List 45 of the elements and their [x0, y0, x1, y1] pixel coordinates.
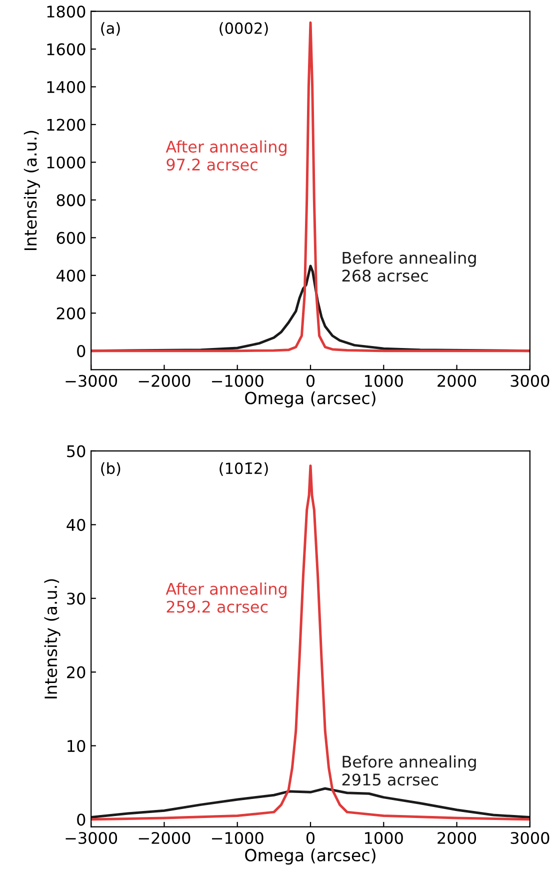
- series-label: After annealing 259.2 acrsec: [166, 582, 286, 613]
- x-tick-label: 3000: [510, 832, 550, 844]
- y-tick-label: 40: [66, 518, 86, 531]
- y-tick-label: 200: [56, 307, 86, 320]
- x-tick-label: 2000: [438, 374, 476, 387]
- y-tick-label: 800: [56, 194, 86, 206]
- series-label: Before annealing 2915 acrsec: [342, 755, 476, 786]
- x-tick-label: −3000: [66, 374, 118, 387]
- annotation: (101̄2): [220, 462, 268, 476]
- line-series: [91, 464, 530, 821]
- x-tick-label: −1000: [212, 374, 264, 387]
- x-tick-label: −1000: [212, 832, 264, 844]
- y-tick-label: 20: [67, 666, 86, 678]
- line-series: [91, 787, 530, 818]
- y-tick-label: 1400: [47, 81, 86, 94]
- y-axis-title: Intensity (a.u.): [44, 579, 60, 698]
- x-tick-label: 0: [306, 374, 315, 387]
- y-axis-title: Intensity (a.u.): [24, 130, 40, 250]
- annotation: (b): [101, 462, 120, 476]
- x-tick-label: 2000: [438, 832, 476, 844]
- y-tick-label: 0: [77, 814, 86, 826]
- series-label: After annealing 97.2 acrsec: [166, 140, 286, 171]
- x-axis-title: Omega (arcsec): [245, 848, 376, 865]
- y-tick-label: 600: [56, 232, 86, 244]
- x-tick-label: 3000: [510, 374, 550, 387]
- series-label: Before annealing 268 acrsec: [342, 251, 476, 282]
- y-tick-label: 1000: [47, 156, 86, 169]
- x-tick-label: 1000: [365, 374, 403, 387]
- y-tick-label: 0: [77, 345, 86, 358]
- x-axis-title: Omega (arcsec): [245, 391, 376, 408]
- y-tick-label: 400: [56, 270, 86, 282]
- x-tick-label: −2000: [138, 374, 190, 387]
- y-tick-label: 50: [67, 445, 86, 458]
- y-tick-label: 10: [68, 740, 86, 752]
- y-tick-label: 1800: [47, 6, 86, 18]
- annotation: (0002): [220, 22, 268, 36]
- y-tick-label: 1200: [47, 118, 86, 131]
- y-tick-label: 1600: [47, 43, 86, 56]
- annotation: (a): [101, 22, 120, 36]
- x-tick-label: −2000: [138, 832, 190, 844]
- y-tick-label: 30: [67, 592, 86, 605]
- line-series: [91, 21, 530, 352]
- x-tick-label: −3000: [66, 832, 118, 844]
- x-tick-label: 0: [306, 832, 315, 844]
- x-tick-label: 1000: [365, 832, 403, 844]
